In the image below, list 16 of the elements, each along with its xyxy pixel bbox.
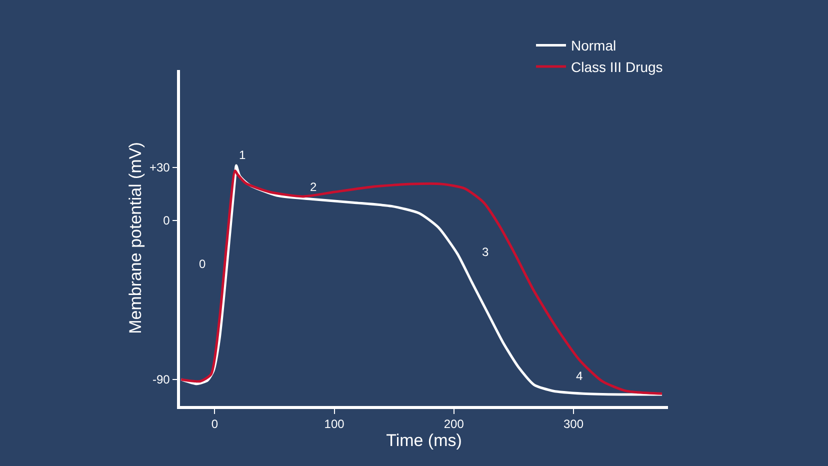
y-tick-label: 0: [163, 214, 170, 228]
annotation: 3: [482, 245, 489, 259]
x-tick-label: 200: [444, 417, 464, 432]
x-axis-title: Time (ms): [386, 431, 462, 450]
annotation: 4: [576, 369, 583, 383]
y-axis-title: Membrane potential (mV): [126, 142, 146, 334]
annotation: 2: [310, 180, 317, 194]
annotation: 0: [199, 257, 206, 271]
y-tick-label: +30: [149, 160, 170, 174]
x-tick-label: 300: [563, 417, 584, 432]
legend-label: Class III Drugs: [571, 58, 663, 75]
annotation: 1: [239, 148, 246, 162]
x-tick-label: 0: [211, 417, 218, 432]
x-tick-label: 100: [324, 417, 345, 432]
legend-label: Normal: [571, 38, 616, 54]
y-tick-label: -90: [152, 372, 170, 387]
